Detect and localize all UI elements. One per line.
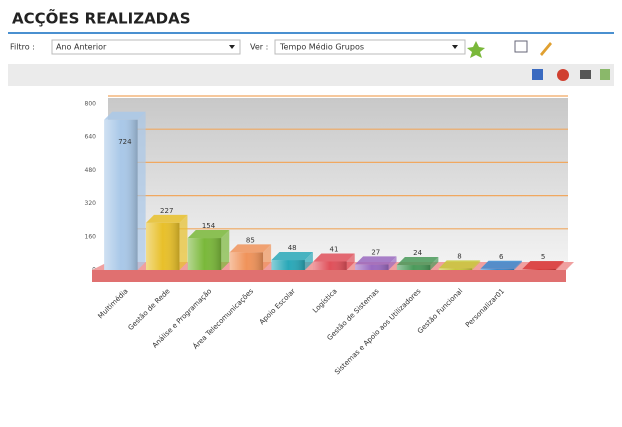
bar-shine xyxy=(438,268,473,270)
value-label: 5 xyxy=(541,253,545,261)
bar-top xyxy=(229,244,272,253)
y-tick-label: 160 xyxy=(85,233,97,240)
x-tick-label: Gestão Funcional xyxy=(416,287,464,335)
value-label: 85 xyxy=(246,236,255,244)
x-tick-label: Logística xyxy=(311,287,339,315)
toolbar xyxy=(8,64,614,86)
value-label: 27 xyxy=(371,248,380,256)
bar-side xyxy=(179,214,188,270)
bar-shine xyxy=(104,119,138,271)
value-label: 724 xyxy=(118,138,132,146)
value-label: 24 xyxy=(413,249,422,257)
bar-side xyxy=(388,256,397,270)
value-label: 6 xyxy=(499,253,504,261)
dropdown-arrow xyxy=(452,45,458,49)
bar-top xyxy=(271,252,313,261)
list-icon[interactable] xyxy=(514,40,528,53)
edit-icon[interactable] xyxy=(540,42,552,56)
bar-side xyxy=(263,244,272,270)
x-tick-label: Multimédia xyxy=(97,287,130,320)
favorite-icon[interactable] xyxy=(467,41,485,58)
bar-top xyxy=(313,253,355,262)
bar-side xyxy=(472,260,481,270)
view-select[interactable] xyxy=(274,39,466,55)
bar-top xyxy=(480,260,522,269)
y-tick-label: 320 xyxy=(85,200,97,207)
bar-top xyxy=(187,230,230,239)
y-tick-label: 640 xyxy=(85,134,97,141)
print-icon[interactable] xyxy=(580,70,591,79)
view-value: Tempo Médio Grupos xyxy=(279,42,364,52)
y-tick-label: 800 xyxy=(85,101,97,108)
bar-shine xyxy=(229,252,264,270)
bar-shine xyxy=(480,268,514,270)
bar-side xyxy=(346,253,355,270)
value-label: 227 xyxy=(160,207,173,215)
value-label: 41 xyxy=(330,245,339,253)
bar-top xyxy=(104,111,146,120)
bar-side xyxy=(304,252,313,270)
bar-side xyxy=(221,230,230,270)
bar-top xyxy=(522,260,564,269)
bar-side xyxy=(137,111,146,271)
bar-top xyxy=(396,257,439,266)
view-label: Ver : xyxy=(250,43,268,52)
y-tick-label: 480 xyxy=(85,167,97,174)
bar-side xyxy=(430,257,439,270)
bar-shine xyxy=(187,238,222,270)
value-label: 154 xyxy=(202,222,216,230)
bar-top xyxy=(438,260,481,269)
value-label: 48 xyxy=(288,244,297,252)
chart-icon[interactable] xyxy=(557,69,569,81)
bar-shine xyxy=(146,222,180,270)
x-tick-label: Sistemas e Apoio aos Utilizadores xyxy=(333,287,422,376)
export-icon[interactable] xyxy=(600,69,610,80)
x-tick-label: Apoio Escolar xyxy=(258,287,297,326)
title-rule xyxy=(8,32,614,34)
bar-side xyxy=(555,260,564,270)
filter-select[interactable] xyxy=(51,39,241,55)
x-tick-label: Personalizar01 xyxy=(464,287,506,329)
dropdown-arrow xyxy=(229,45,235,49)
bar-shine xyxy=(522,268,556,270)
bar-side xyxy=(514,260,522,270)
page-title: ACÇÕES REALIZADAS xyxy=(12,9,191,28)
bar-shine xyxy=(396,265,431,270)
bar-shine xyxy=(271,260,305,270)
bar-top xyxy=(355,256,397,265)
x-tick-label: Gestão de Rede xyxy=(127,287,172,332)
filter-value: Ano Anterior xyxy=(56,43,107,52)
filter-label: Filtro : xyxy=(10,43,35,52)
bar-top xyxy=(146,214,188,223)
value-label: 8 xyxy=(457,252,461,260)
save-icon[interactable] xyxy=(532,69,543,80)
bar-shine xyxy=(355,264,389,270)
bar-shine xyxy=(313,261,347,270)
chart-floor-front xyxy=(92,270,566,282)
